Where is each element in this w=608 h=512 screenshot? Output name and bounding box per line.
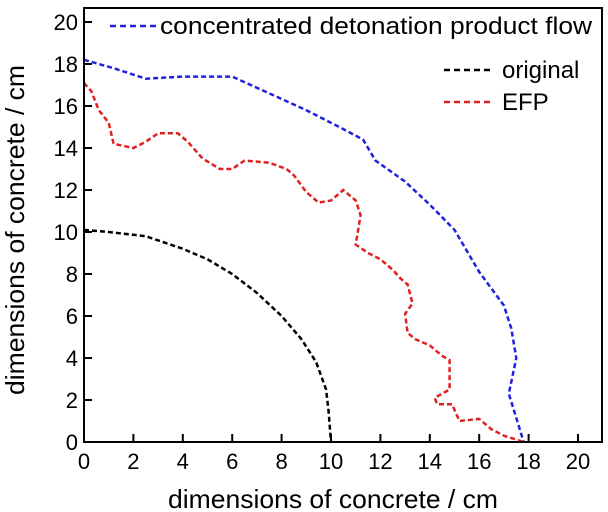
y-tick-label: 16 bbox=[54, 94, 78, 119]
y-tick-label: 10 bbox=[54, 220, 78, 245]
series-line-original bbox=[83, 228, 333, 443]
y-tick-label: 0 bbox=[66, 430, 78, 455]
x-tick-label: 14 bbox=[418, 449, 442, 474]
legend-label-concentrated: concentrated detonation product flow bbox=[160, 13, 593, 40]
x-tick-label: 0 bbox=[78, 449, 90, 474]
y-tick-label: 8 bbox=[66, 262, 78, 287]
legend: concentrated detonation product flow ori… bbox=[110, 13, 593, 116]
x-tick-label: 20 bbox=[566, 449, 590, 474]
plot-frame bbox=[83, 7, 603, 443]
y-tick-label: 18 bbox=[54, 52, 78, 77]
y-axis-ticks: 0 2 4 6 8 10 12 14 16 18 20 bbox=[54, 10, 92, 455]
x-tick-label: 6 bbox=[226, 449, 238, 474]
series-line-concentrated-detonation-product-flow bbox=[83, 58, 525, 443]
x-tick-label: 16 bbox=[467, 449, 491, 474]
y-tick-label: 20 bbox=[54, 10, 78, 35]
y-tick-label: 2 bbox=[66, 388, 78, 413]
y-tick-label: 12 bbox=[54, 178, 78, 203]
x-axis-title: dimensions of concrete / cm bbox=[168, 484, 498, 512]
y-tick-label: 14 bbox=[54, 136, 78, 161]
x-tick-label: 8 bbox=[275, 449, 287, 474]
series-line-efp bbox=[83, 82, 525, 444]
x-axis-ticks: 0 2 4 6 8 10 12 14 16 18 20 bbox=[78, 434, 590, 474]
y-tick-label: 4 bbox=[66, 346, 78, 371]
x-tick-label: 2 bbox=[127, 449, 139, 474]
legend-label-original: original bbox=[502, 57, 579, 84]
y-axis-title: dimensions of concrete / cm bbox=[0, 65, 30, 395]
x-tick-label: 12 bbox=[368, 449, 392, 474]
x-tick-label: 4 bbox=[177, 449, 189, 474]
legend-label-efp: EFP bbox=[502, 89, 549, 116]
x-tick-label: 18 bbox=[516, 449, 540, 474]
y-tick-label: 6 bbox=[66, 304, 78, 329]
x-tick-label: 10 bbox=[319, 449, 343, 474]
series-layer bbox=[83, 58, 525, 444]
